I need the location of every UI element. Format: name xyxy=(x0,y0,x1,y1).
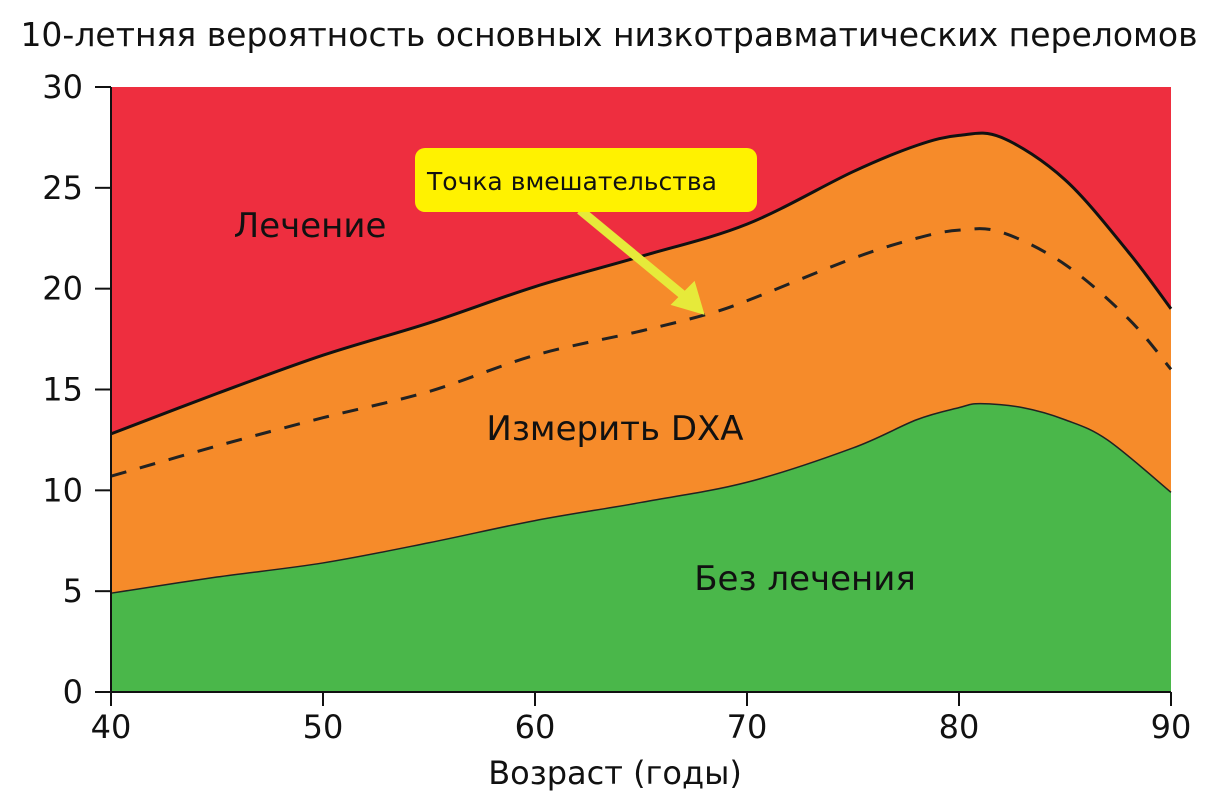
x-tick-label: 50 xyxy=(303,708,344,746)
callout-arrow xyxy=(577,206,691,303)
x-tick-label: 60 xyxy=(515,708,556,746)
y-tick-label: 25 xyxy=(42,169,83,207)
region-label-treatment: Лечение xyxy=(234,206,387,246)
area-no-treatment xyxy=(111,403,1171,692)
y-tick-label: 30 xyxy=(42,68,83,106)
x-tick-label: 80 xyxy=(939,708,980,746)
x-axis-label: Возраст (годы) xyxy=(488,754,742,792)
line-lower-threshold xyxy=(110,402,1172,594)
x-tick-label: 70 xyxy=(727,708,768,746)
line-intervention-threshold xyxy=(110,227,1173,478)
line-upper-threshold xyxy=(110,131,1173,436)
callout-text: Точка вмешательства xyxy=(426,167,717,196)
callout-box xyxy=(415,148,757,212)
callout-arrowhead xyxy=(670,280,705,315)
y-tick-label: 20 xyxy=(42,270,83,308)
y-tick-label: 0 xyxy=(63,673,83,711)
x-tick-label: 90 xyxy=(1151,708,1192,746)
intervention-callout: Точка вмешательства xyxy=(415,148,757,315)
chart-title: 10-летняя вероятность основных низкотрав… xyxy=(20,15,1197,54)
y-tick-label: 15 xyxy=(42,371,83,409)
region-label-no-treatment: Без лечения xyxy=(694,559,916,599)
y-tick-label: 5 xyxy=(63,572,83,610)
x-tick-label: 40 xyxy=(91,708,132,746)
region-label-measure: Измерить DXA xyxy=(486,409,743,449)
y-tick-label: 10 xyxy=(42,471,83,509)
